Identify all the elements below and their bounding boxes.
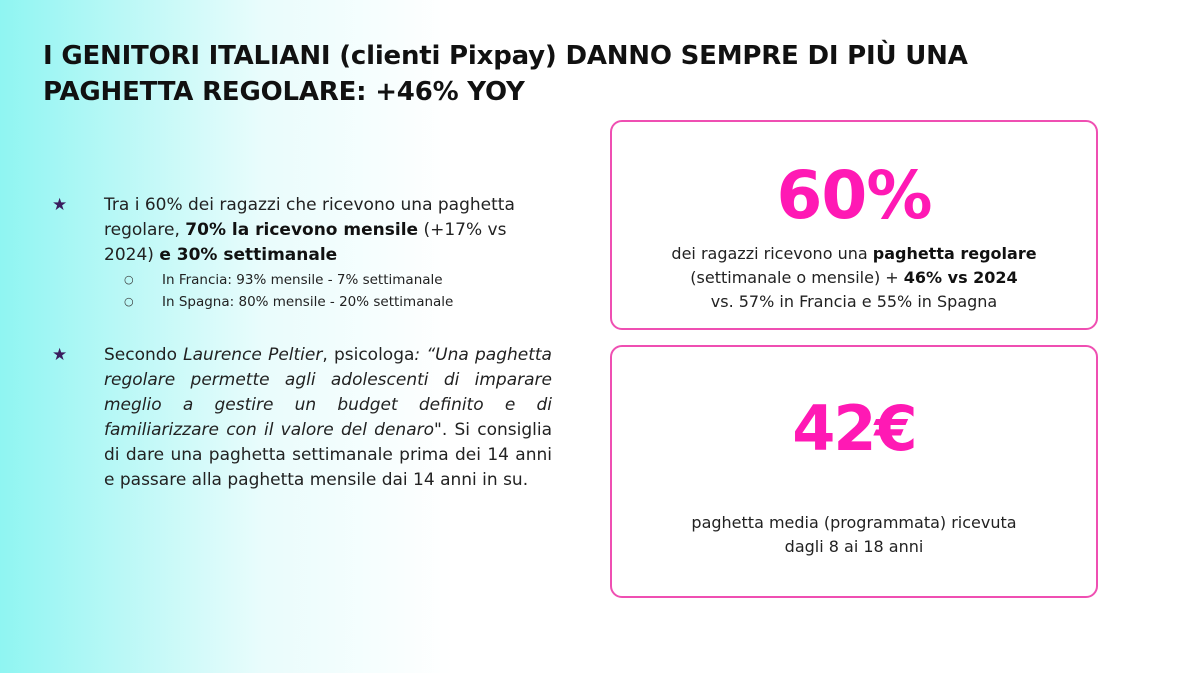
sub-bullet-text: In Francia: 93% mensile - 7% settimanale <box>162 272 443 288</box>
psychologist-name: Laurence Peltier <box>183 345 323 365</box>
desc-line-2-text: (settimanale o mensile) + <box>690 268 904 287</box>
star-icon: ★ <box>52 195 68 215</box>
bullet-1-bold-a: 70% la ricevono mensile <box>185 220 419 240</box>
bullet-item-1: ★ Tra i 60% dei ragazzi che ricevono una… <box>52 193 552 313</box>
desc-line-1-text: paghetta media (programmata) ricevuta <box>691 513 1017 532</box>
stat-card-regular-allowance: 60% dei ragazzi ricevono una paghetta re… <box>610 120 1098 330</box>
desc-line-3-text: vs. 57% in Francia e 55% in Spagna <box>710 292 998 311</box>
bullet-item-2: ★ Secondo Laurence Peltier, psicologa: “… <box>52 343 552 493</box>
bullet-text-1: Tra i 60% dei ragazzi che ricevono una p… <box>104 193 552 268</box>
desc-line-2-text: dagli 8 ai 18 anni <box>784 537 924 556</box>
quote-text: Una paghetta regolare permette agli adol… <box>104 345 552 440</box>
bullet-2-text-b: , psicologa <box>322 345 415 365</box>
bullet-2-text-c: ". Si consiglia di dare una paghetta set… <box>104 420 552 490</box>
sub-bullet-france: ○ In Francia: 93% mensile - 7% settimana… <box>104 269 552 291</box>
sub-bullet-spain: ○ In Spagna: 80% mensile - 20% settimana… <box>104 291 552 313</box>
circle-bullet-icon: ○ <box>124 273 134 286</box>
stat-value-euro: 42€ <box>792 392 917 465</box>
slide-title: I GENITORI ITALIANI (clienti Pixpay) DAN… <box>43 38 1103 110</box>
desc-line-1-bold: paghetta regolare <box>872 244 1037 263</box>
title-line-1: I GENITORI ITALIANI (clienti Pixpay) DAN… <box>43 41 968 71</box>
circle-bullet-icon: ○ <box>124 295 134 308</box>
stat-description: dei ragazzi ricevono una paghetta regola… <box>612 242 1096 314</box>
title-line-2: PAGHETTA REGOLARE: +46% YOY <box>43 77 525 107</box>
bullet-list: ★ Tra i 60% dei ragazzi che ricevono una… <box>52 193 552 493</box>
bullet-2-text-a: Secondo <box>104 345 184 365</box>
stat-value-percent: 60% <box>776 157 933 234</box>
bullet-text-2: Secondo Laurence Peltier, psicologa: “Un… <box>104 343 552 493</box>
bullet-1-text-a: Tra i 60% dei ragazzi che ricevono una p… <box>104 195 515 240</box>
sub-bullet-text: In Spagna: 80% mensile - 20% settimanale <box>162 294 454 310</box>
desc-line-1-text: dei ragazzi ricevono una <box>671 244 873 263</box>
desc-line-2-bold: 46% vs 2024 <box>903 268 1018 287</box>
stat-card-average-allowance: 42€ paghetta media (programmata) ricevut… <box>610 345 1098 598</box>
quote-open: : “ <box>414 345 436 365</box>
star-icon: ★ <box>52 345 68 365</box>
sub-bullet-list: ○ In Francia: 93% mensile - 7% settimana… <box>104 269 552 313</box>
stat-description: paghetta media (programmata) ricevuta da… <box>612 511 1096 559</box>
bullet-1-bold-b: e 30% settimanale <box>159 245 338 265</box>
bullet-1-text-b: (+17% vs 2024) <box>104 220 507 265</box>
